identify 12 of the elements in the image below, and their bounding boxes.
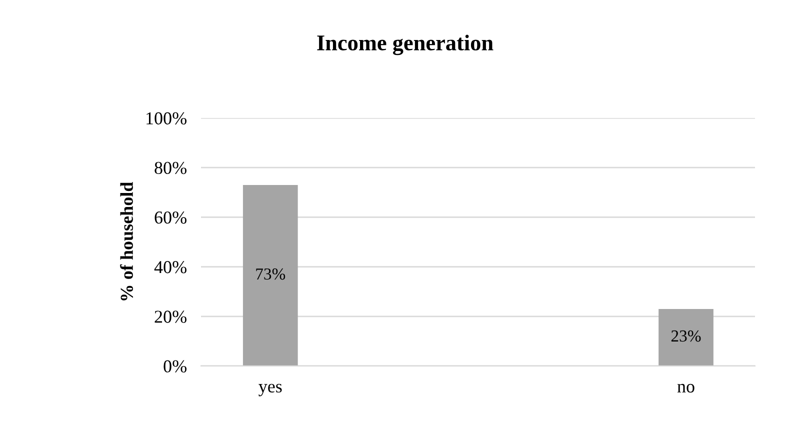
y-axis-title: % of household [120,182,134,300]
x-tick-label: no [677,384,694,393]
y-tick-label: 60% [154,211,186,224]
y-tick-label: 80% [154,162,186,174]
y-tick-label: 20% [154,310,186,323]
x-tick-label: yes [258,384,282,396]
y-tick-label: 0% [164,360,186,372]
y-tick-label: 40% [154,261,186,274]
data-label: 73% [256,268,286,280]
chart-title: Income generation [317,34,494,56]
y-tick-label: 100% [146,112,186,124]
data-label: 23% [671,330,701,342]
